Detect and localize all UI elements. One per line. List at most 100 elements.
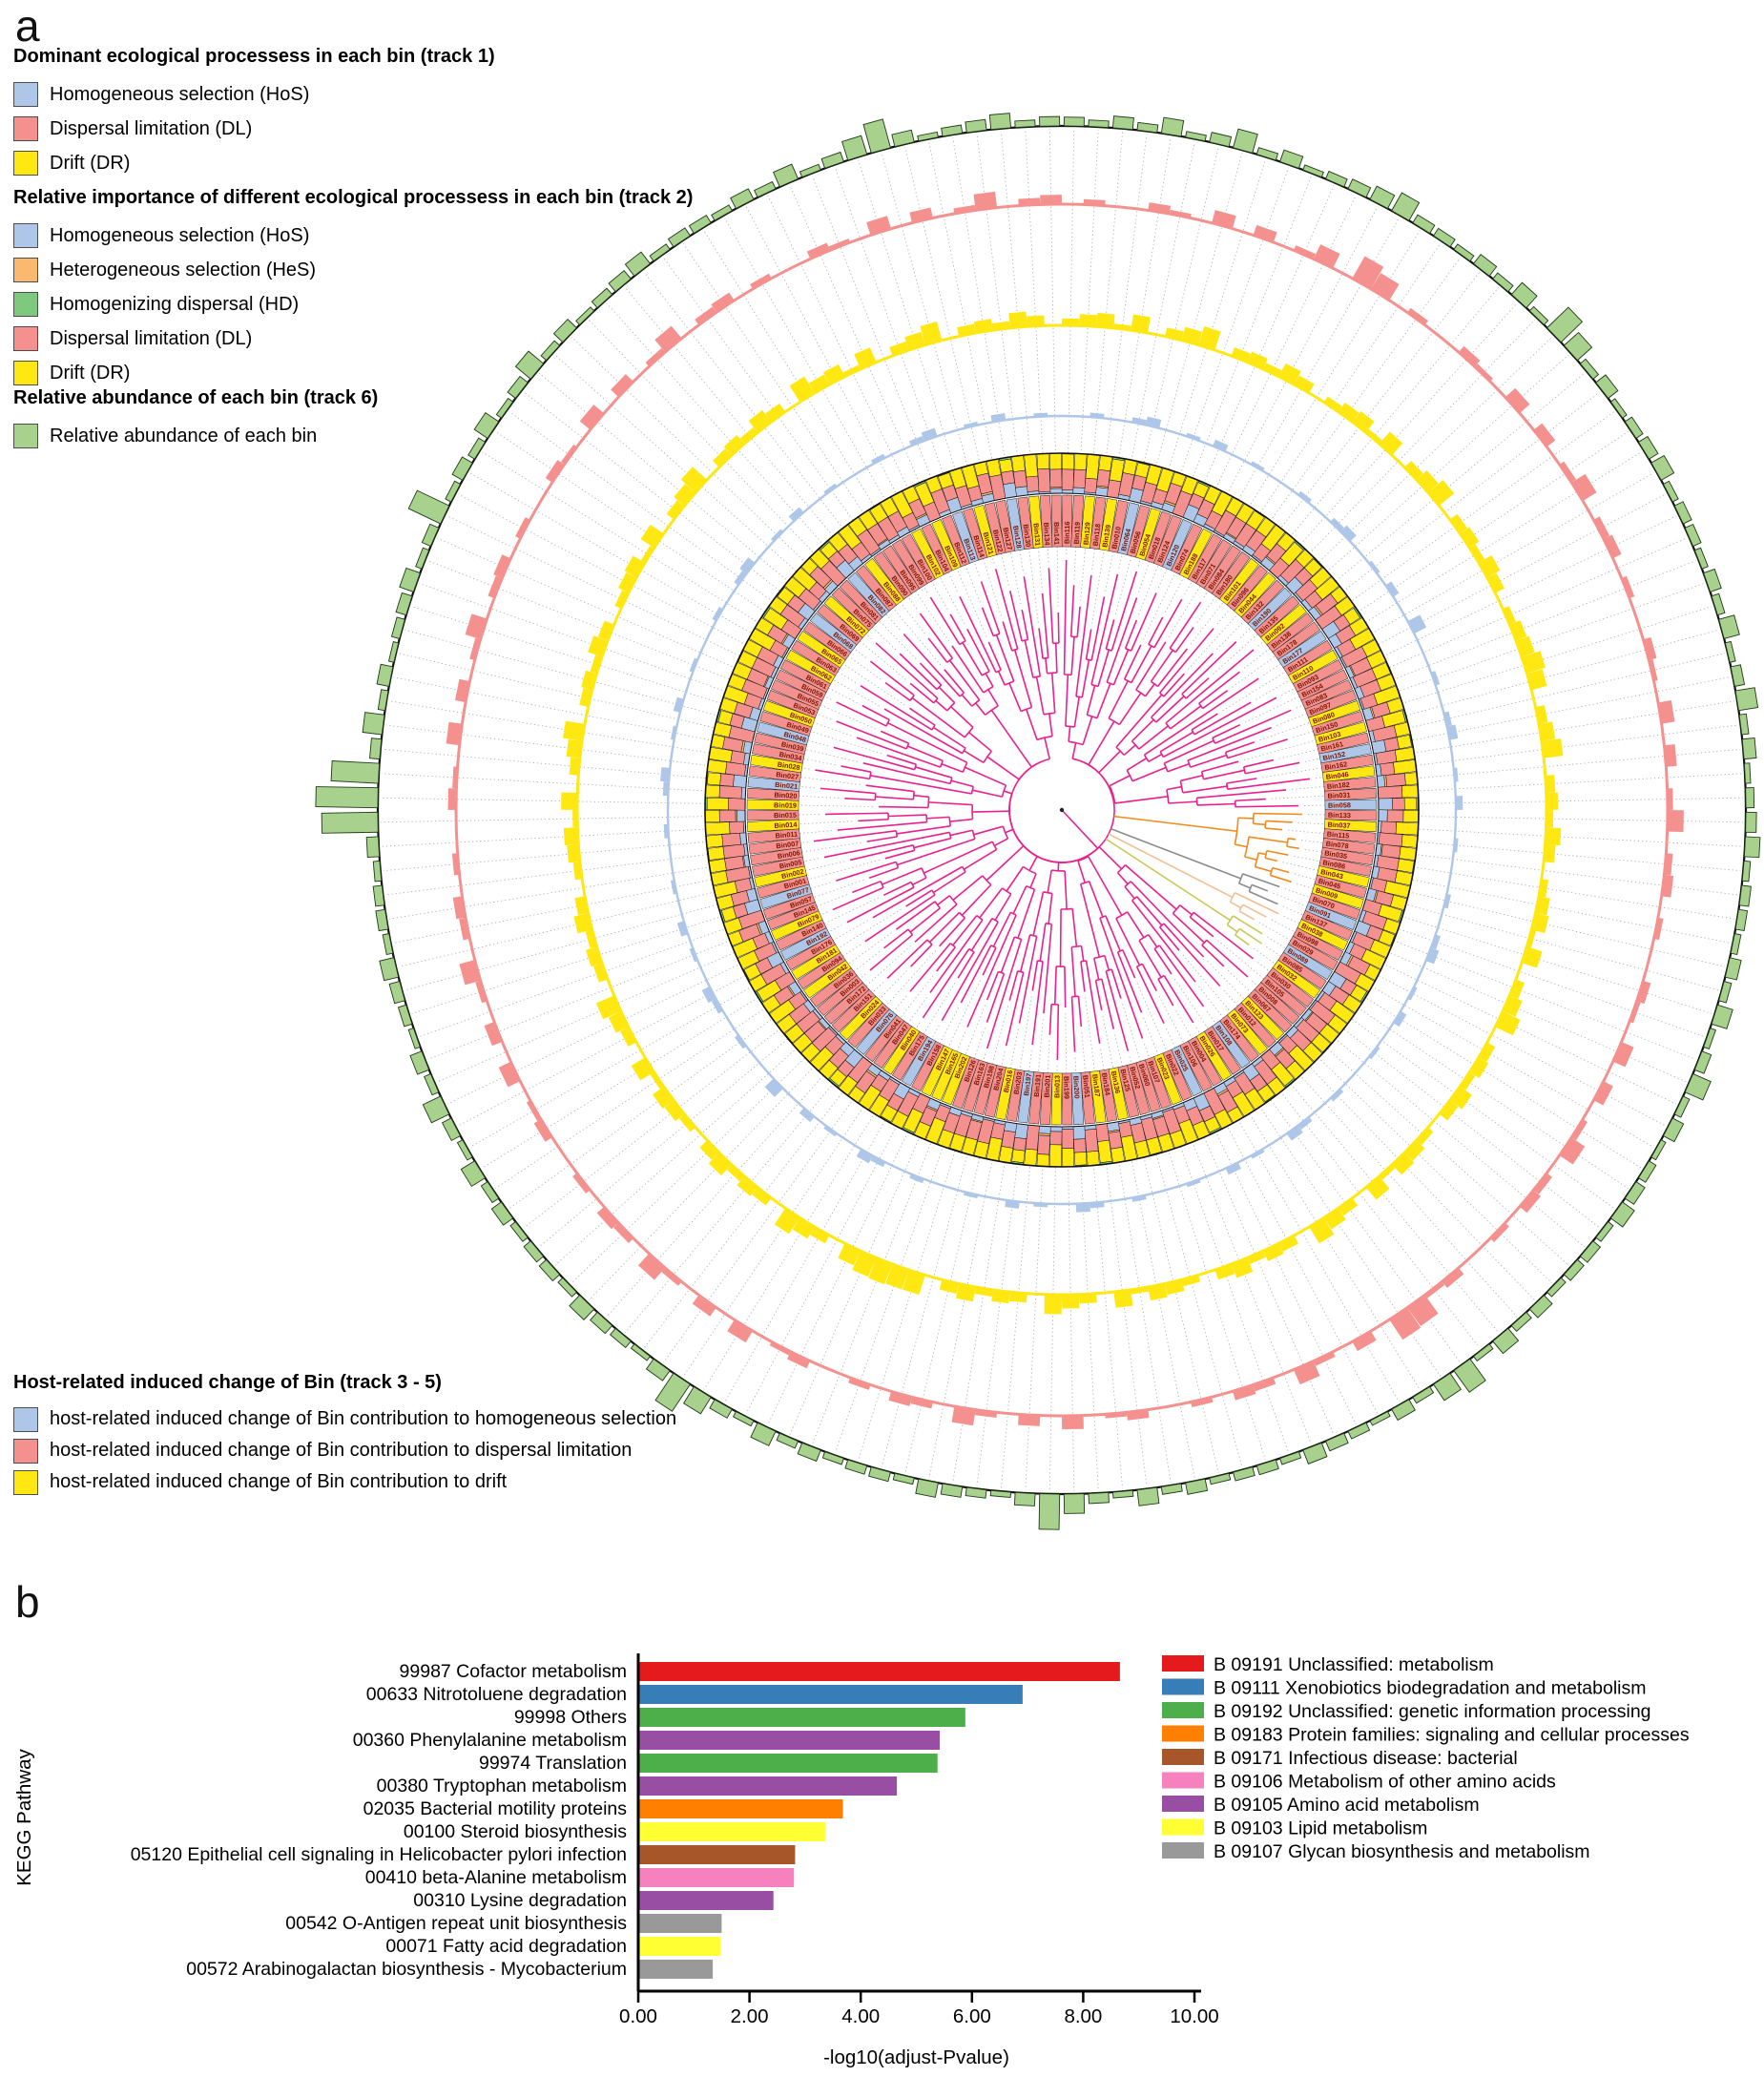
bin-sector bbox=[1162, 1049, 1193, 1101]
track2-stacked-ring bbox=[704, 452, 1420, 1168]
bin-sector bbox=[1050, 494, 1063, 548]
svg-text:Bin006: Bin006 bbox=[777, 848, 800, 861]
svg-text:Bin028: Bin028 bbox=[777, 759, 800, 772]
bin-sector bbox=[1187, 533, 1223, 585]
legend-item-hos: Homogeneous selection (HoS) bbox=[13, 218, 693, 253]
bar-4 bbox=[638, 1754, 938, 1773]
svg-text:Bin197: Bin197 bbox=[1022, 1072, 1033, 1096]
bin-sector bbox=[1098, 498, 1118, 551]
bin-sector bbox=[1218, 557, 1259, 606]
bar-legend-swatch bbox=[1162, 1796, 1204, 1812]
svg-text:Bin037: Bin037 bbox=[1327, 820, 1350, 830]
legend-track345-title: Host-related induced change of Bin (trac… bbox=[13, 1372, 442, 1393]
bar-legend-label: B 09192 Unclassified: genetic informatio… bbox=[1214, 1701, 1651, 1722]
bin-sector bbox=[1090, 1070, 1107, 1124]
bin-sector bbox=[1277, 631, 1327, 669]
category-label: 00633 Nitrotoluene degradation bbox=[366, 1684, 627, 1705]
bin-sector bbox=[1247, 587, 1293, 632]
legend-item-hd: Homogenizing dispersal (HD) bbox=[13, 287, 693, 322]
bin-sector bbox=[1311, 711, 1364, 737]
legend-item-hos: Homogeneous selection (HoS) bbox=[13, 77, 495, 112]
bin-sector bbox=[1240, 579, 1285, 625]
bar-legend-swatch bbox=[1162, 1678, 1204, 1695]
bin-sector bbox=[856, 1008, 898, 1055]
bar-legend-swatch bbox=[1162, 1655, 1204, 1672]
bar-legend-swatch bbox=[1162, 1818, 1204, 1836]
bin-sector bbox=[1320, 846, 1374, 866]
bin-sector bbox=[748, 838, 802, 855]
category-label: 00410 beta-Alanine metabolism bbox=[365, 1867, 627, 1888]
svg-text:Bin078: Bin078 bbox=[1325, 840, 1349, 851]
bin-sector bbox=[1287, 935, 1339, 971]
legend-item-dr: Drift (DR) bbox=[13, 356, 693, 390]
bin-sector bbox=[984, 1065, 1007, 1118]
track4-drift-ring bbox=[561, 311, 1564, 1315]
svg-text:Bin020: Bin020 bbox=[774, 791, 797, 800]
bin-sector bbox=[1317, 865, 1370, 888]
bin-sector bbox=[942, 514, 971, 568]
bin-sector bbox=[771, 910, 823, 941]
bar-12 bbox=[638, 1937, 721, 1956]
bin-sector bbox=[1126, 505, 1151, 558]
bin-sector bbox=[747, 828, 800, 843]
svg-text:Bin035: Bin035 bbox=[1324, 848, 1348, 861]
bin-sector bbox=[873, 550, 913, 600]
outer-circle bbox=[376, 124, 1748, 1496]
bin-sector bbox=[1135, 1059, 1161, 1112]
bar-legend-label: B 09103 Lipid metabolism bbox=[1214, 1818, 1427, 1839]
legend-track2-items: Homogeneous selection (HoS) Heterogeneous… bbox=[13, 218, 693, 390]
bar-1 bbox=[638, 1685, 1023, 1704]
bin-sector bbox=[785, 935, 837, 971]
legend-swatch-hos bbox=[13, 223, 38, 248]
bar-legend-label: B 09107 Glycan biosynthesis and metaboli… bbox=[1214, 1841, 1590, 1862]
bin-sector bbox=[891, 539, 928, 590]
x-axis-title: -log10(adjust-Pvalue) bbox=[823, 2046, 1009, 2068]
bin-sector bbox=[754, 865, 807, 888]
bin-sector bbox=[775, 669, 827, 701]
bar-10 bbox=[638, 1891, 774, 1910]
bin-sector bbox=[1117, 502, 1140, 555]
category-label: 00310 Lysine degradation bbox=[413, 1890, 627, 1911]
bin-sector bbox=[995, 1067, 1016, 1120]
svg-text:Bin007: Bin007 bbox=[776, 839, 799, 850]
svg-text:Bin115: Bin115 bbox=[1326, 830, 1349, 841]
svg-text:Bin019: Bin019 bbox=[774, 800, 797, 809]
bar-legend-swatch bbox=[1162, 1725, 1204, 1742]
svg-text:Bin203: Bin203 bbox=[1011, 1071, 1024, 1095]
bar-0 bbox=[638, 1662, 1120, 1681]
bin-sector bbox=[1187, 1035, 1223, 1087]
category-label: 00380 Tryptophan metabolism bbox=[377, 1776, 627, 1797]
svg-text:Bin187: Bin187 bbox=[1090, 1073, 1102, 1097]
bin-sector bbox=[1195, 1030, 1233, 1081]
circular-plot-svg: Bin116 Bin119 Bin129Bin118Bin139Bin010Bin0… bbox=[315, 113, 1761, 1530]
bin-sector bbox=[952, 1056, 980, 1110]
bar-legend-label: B 09111 Xenobiotics biodegradation and m… bbox=[1214, 1678, 1647, 1699]
bar-legend-label: B 09171 Infectious disease: bacterial bbox=[1214, 1748, 1518, 1769]
svg-text:Bin021: Bin021 bbox=[775, 780, 799, 791]
legend-label: host-related induced change of Bin contr… bbox=[50, 1471, 508, 1492]
bin-sector bbox=[1090, 496, 1107, 550]
bin-sector bbox=[1314, 721, 1367, 746]
bar-3 bbox=[638, 1731, 940, 1750]
category-label: 02035 Bacterial motility proteins bbox=[363, 1798, 628, 1819]
bin-sector bbox=[1304, 901, 1358, 930]
legend-track6-title: Relative abundance of each bin (track 6) bbox=[13, 387, 379, 408]
bin-sector bbox=[856, 565, 898, 612]
svg-text:Bin131: Bin131 bbox=[1031, 523, 1042, 547]
bin-sector bbox=[942, 1052, 971, 1106]
bin-sector bbox=[791, 639, 841, 676]
svg-text:Bin134: Bin134 bbox=[1042, 522, 1051, 546]
bin-sector bbox=[1304, 690, 1358, 719]
bin-sector bbox=[931, 1049, 962, 1101]
bar-legend-label: B 09105 Amino acid metabolism bbox=[1214, 1795, 1480, 1816]
bar-8 bbox=[638, 1845, 796, 1864]
legend-item-dl: Dispersal limitation (DL) bbox=[13, 322, 693, 356]
bin-sector bbox=[1324, 787, 1378, 801]
bin-sector bbox=[1260, 974, 1307, 1016]
y-axis-title: KEGG Pathway bbox=[13, 1748, 35, 1885]
bin-sector bbox=[1318, 856, 1372, 877]
legend-item-hes: Heterogeneous selection (HeS) bbox=[13, 253, 693, 287]
bin-sector bbox=[1195, 539, 1233, 590]
bin-sector bbox=[1171, 523, 1203, 575]
svg-text:Bin015: Bin015 bbox=[774, 811, 797, 820]
